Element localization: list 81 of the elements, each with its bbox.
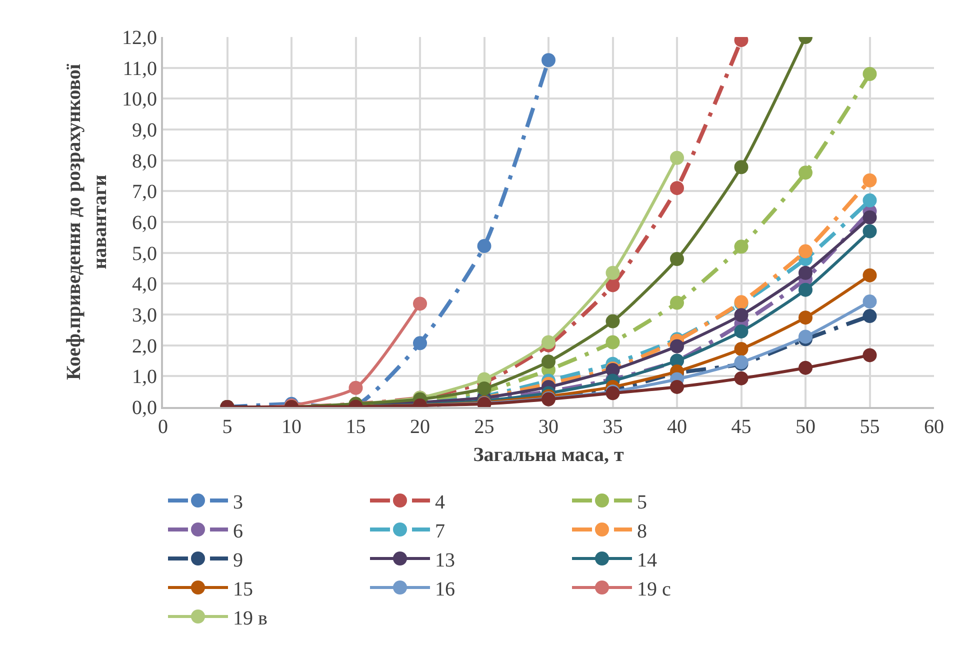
point (798, 330, 812, 344)
x-tick-label: 45 (731, 416, 752, 438)
legend-label: 15 (233, 578, 253, 600)
point (606, 314, 620, 328)
point (670, 296, 684, 310)
y-tick-label: 6,0 (132, 212, 157, 234)
point (798, 266, 812, 280)
point (670, 339, 684, 354)
legend-label: 4 (435, 491, 445, 514)
point (734, 324, 748, 338)
x-tick-label: 10 (282, 416, 302, 438)
y-tick-label: 2,0 (132, 335, 157, 358)
point (670, 181, 684, 196)
point (348, 380, 363, 395)
point (477, 239, 492, 254)
point (862, 348, 877, 362)
legend-label: 6 (233, 520, 243, 542)
y-tick-label: 0,0 (132, 397, 157, 419)
point (734, 371, 748, 386)
point (670, 150, 684, 165)
y-tick-label: 9,0 (132, 120, 157, 142)
y-axis-title: Коеф.приведення до розрахункової навантаги (63, 64, 111, 380)
point (606, 266, 620, 280)
y-tick-label: 8,0 (132, 150, 157, 172)
legend-label: 19 в (233, 607, 268, 630)
legend-label: 14 (637, 549, 657, 572)
point (862, 309, 877, 324)
legend-label: 5 (637, 491, 647, 514)
y-tick-label: 4,0 (132, 274, 157, 296)
point (734, 160, 748, 174)
point (862, 67, 877, 81)
x-tick-label: 35 (602, 416, 623, 438)
legend-label: 8 (637, 520, 647, 542)
point (413, 296, 427, 311)
point (542, 53, 556, 68)
x-axis-title: Загальна маса, т (473, 444, 624, 466)
point (734, 240, 748, 254)
point (477, 382, 492, 396)
x-tick-label: 5 (222, 416, 232, 438)
point (798, 360, 812, 375)
x-tick-label: 25 (474, 416, 494, 438)
y-tick-label: 11,0 (122, 58, 157, 80)
point (606, 335, 620, 350)
x-tick-label: 20 (410, 416, 430, 438)
x-tick-label: 30 (538, 416, 558, 438)
point (798, 310, 812, 325)
point (413, 336, 427, 350)
x-tick-label: 55 (860, 416, 880, 438)
point (862, 294, 877, 309)
y-tick-label: 1,0 (132, 366, 157, 388)
y-tick-label: 10,0 (122, 88, 157, 111)
point (542, 354, 556, 369)
point (606, 278, 620, 292)
legend-label: 19 с (637, 578, 671, 600)
point (798, 244, 812, 258)
point (862, 268, 877, 282)
point (734, 342, 748, 356)
x-tick-label: 60 (924, 416, 944, 438)
y-tick-label: 3,0 (132, 304, 157, 326)
point (862, 224, 877, 238)
point (542, 335, 556, 350)
point (670, 380, 684, 394)
legend-label: 9 (233, 549, 243, 572)
x-tick-label: 50 (796, 416, 816, 438)
point (734, 308, 748, 322)
y-tick-label: 7,0 (132, 181, 157, 204)
x-tick-label: 40 (667, 416, 687, 438)
legend-label: 3 (233, 491, 243, 514)
point (862, 210, 877, 224)
legend-label: 7 (435, 520, 445, 542)
y-tick-label: 12,0 (122, 27, 157, 49)
x-tick-label: 15 (346, 416, 366, 438)
point (862, 193, 877, 208)
point (798, 282, 812, 297)
legend-label: 16 (435, 578, 455, 600)
y-tick-label: 5,0 (132, 242, 157, 265)
point (670, 252, 684, 266)
point (862, 173, 877, 188)
point (798, 166, 812, 180)
legend-label: 13 (435, 549, 455, 572)
x-tick-label: 0 (158, 416, 168, 438)
